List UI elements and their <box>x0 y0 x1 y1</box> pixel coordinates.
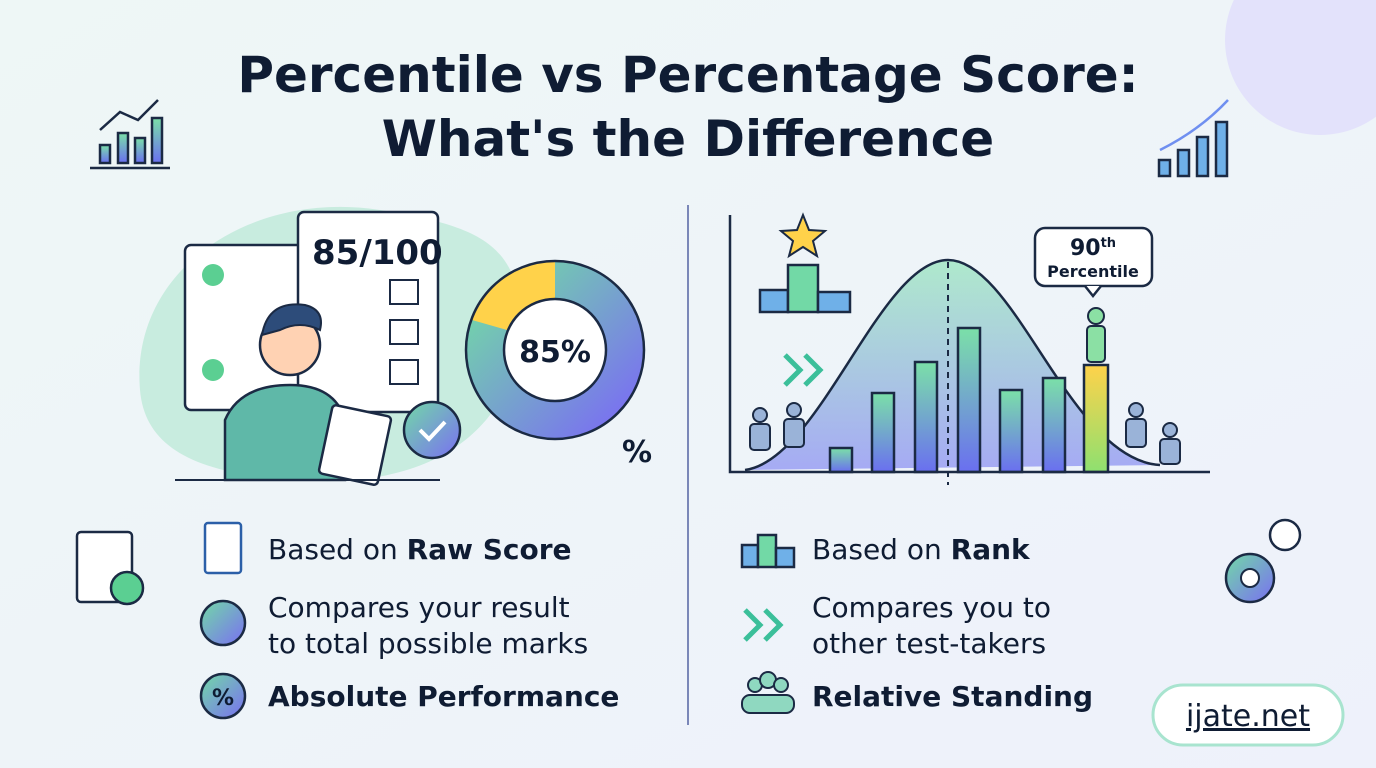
site-badge: ijate.net <box>1151 683 1345 747</box>
right-illustration: 90th Percentile <box>728 212 1210 485</box>
left-illustration: 85/100 85% % <box>139 206 652 486</box>
donut-label: 85% <box>519 335 591 370</box>
list-item: other test-takers <box>812 627 1046 660</box>
callout-suffix: th <box>1101 236 1116 251</box>
list-item: Relative Standing <box>812 680 1093 713</box>
list-item: Absolute Performance <box>268 680 619 713</box>
item-bold: Raw Score <box>407 533 572 566</box>
svg-text:%: % <box>212 686 234 711</box>
left-list: % Based on Raw Score Compares your resul… <box>75 521 619 720</box>
item-text: Based on <box>268 533 407 566</box>
right-list: Based on Rank Compares you to other test… <box>740 518 1302 714</box>
item-bold: Rank <box>951 533 1031 566</box>
chart-icon-right <box>1157 99 1229 178</box>
list-item: Based on Rank <box>812 533 1031 566</box>
score-sheet: 85/100 <box>312 233 443 273</box>
percent-sign: % <box>622 435 652 470</box>
list-item: Compares you to <box>812 591 1051 624</box>
title-line: What's the Difference <box>382 110 994 168</box>
site-name: ijate.net <box>1186 699 1310 734</box>
list-item: Based on Raw Score <box>268 533 572 566</box>
list-item: to total possible marks <box>268 627 588 660</box>
item-text: Based on <box>812 533 951 566</box>
title-line: Percentile vs Percentage Score: <box>237 46 1138 104</box>
corner-blob <box>1225 0 1376 135</box>
callout-word: Percentile <box>1047 262 1139 281</box>
chart-icon-left <box>90 99 170 170</box>
list-item: Compares your result <box>268 591 570 624</box>
callout-number: 90th <box>1070 236 1116 261</box>
callout-number: 90 <box>1070 236 1101 261</box>
